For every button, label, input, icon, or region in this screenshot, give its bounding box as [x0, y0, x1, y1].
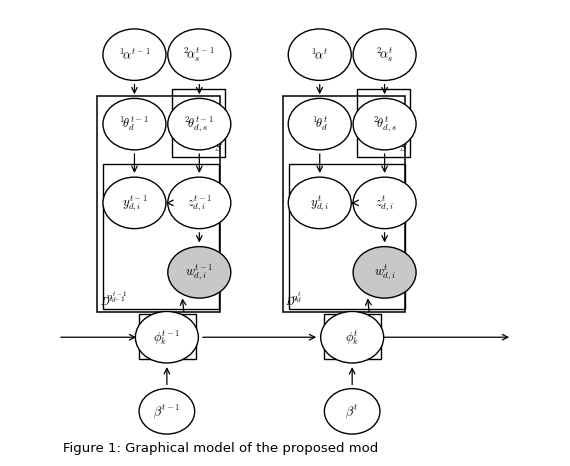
Bar [139, 314, 196, 359]
Text: $K$: $K$ [327, 345, 339, 356]
Text: $w_{d,i}^{t-1}$: $w_{d,i}^{t-1}$ [185, 262, 214, 282]
Bar [289, 164, 405, 309]
Text: $^2\!\theta_{d,s}^{t-1}$: $^2\!\theta_{d,s}^{t-1}$ [184, 114, 214, 134]
Text: $\phi_k^{t-1}$: $\phi_k^{t-1}$ [153, 328, 181, 347]
Text: $n_d^{t}$: $n_d^{t}$ [291, 291, 302, 306]
Ellipse shape [103, 29, 166, 81]
Ellipse shape [168, 177, 231, 229]
Text: $^2\!\alpha_s^{t-1}$: $^2\!\alpha_s^{t-1}$ [184, 46, 215, 64]
Text: $^1\!\alpha^{t-1}$: $^1\!\alpha^{t-1}$ [119, 48, 150, 62]
Text: Figure 1: Graphical model of the proposed mod: Figure 1: Graphical model of the propose… [63, 442, 378, 455]
Text: $\beta^{t-1}$: $\beta^{t-1}$ [153, 403, 181, 420]
Ellipse shape [168, 247, 231, 298]
Text: $^2\!\alpha_s^{t}$: $^2\!\alpha_s^{t}$ [376, 46, 393, 64]
Ellipse shape [136, 311, 198, 363]
Text: $n_d^{t-1}$: $n_d^{t-1}$ [105, 290, 127, 306]
Ellipse shape [353, 29, 416, 81]
Ellipse shape [288, 29, 351, 81]
Text: $D^{t}$: $D^{t}$ [285, 295, 299, 308]
Ellipse shape [353, 247, 416, 298]
Ellipse shape [353, 98, 416, 150]
Bar [97, 96, 220, 312]
Text: $K$: $K$ [142, 345, 153, 356]
Text: $^1\!\theta_d^{t-1}$: $^1\!\theta_d^{t-1}$ [120, 115, 149, 133]
Ellipse shape [353, 177, 416, 229]
Bar [172, 89, 225, 157]
Text: $z_{d,i}^{t}$: $z_{d,i}^{t}$ [375, 193, 394, 213]
Text: $w_{d,i}^{t}$: $w_{d,i}^{t}$ [373, 262, 396, 282]
Ellipse shape [168, 98, 231, 150]
Text: $^1\!\theta_d^{t}$: $^1\!\theta_d^{t}$ [312, 115, 328, 133]
Bar [103, 164, 219, 309]
Text: $\phi_k^{t}$: $\phi_k^{t}$ [345, 328, 359, 347]
Text: $y_{d,i}^{t}$: $y_{d,i}^{t}$ [310, 193, 329, 213]
Ellipse shape [103, 177, 166, 229]
Text: $^1\!\alpha^{t}$: $^1\!\alpha^{t}$ [311, 48, 329, 62]
Ellipse shape [324, 389, 380, 434]
Bar [324, 314, 381, 359]
Ellipse shape [103, 98, 166, 150]
Ellipse shape [288, 98, 351, 150]
Bar [283, 96, 405, 312]
Ellipse shape [139, 389, 195, 434]
Bar [357, 89, 410, 157]
Ellipse shape [168, 29, 231, 81]
Text: $D^{t-1}$: $D^{t-1}$ [100, 295, 126, 308]
Text: $\beta^{t}$: $\beta^{t}$ [345, 403, 359, 420]
Text: $S$: $S$ [214, 141, 222, 153]
Text: $z_{d,i}^{t-1}$: $z_{d,i}^{t-1}$ [186, 193, 212, 213]
Text: $^2\!\theta_{d,s}^{t}$: $^2\!\theta_{d,s}^{t}$ [373, 114, 397, 134]
Ellipse shape [288, 177, 351, 229]
Text: $y_{d,i}^{t-1}$: $y_{d,i}^{t-1}$ [121, 193, 147, 213]
Ellipse shape [321, 311, 384, 363]
Text: $S$: $S$ [399, 141, 408, 153]
